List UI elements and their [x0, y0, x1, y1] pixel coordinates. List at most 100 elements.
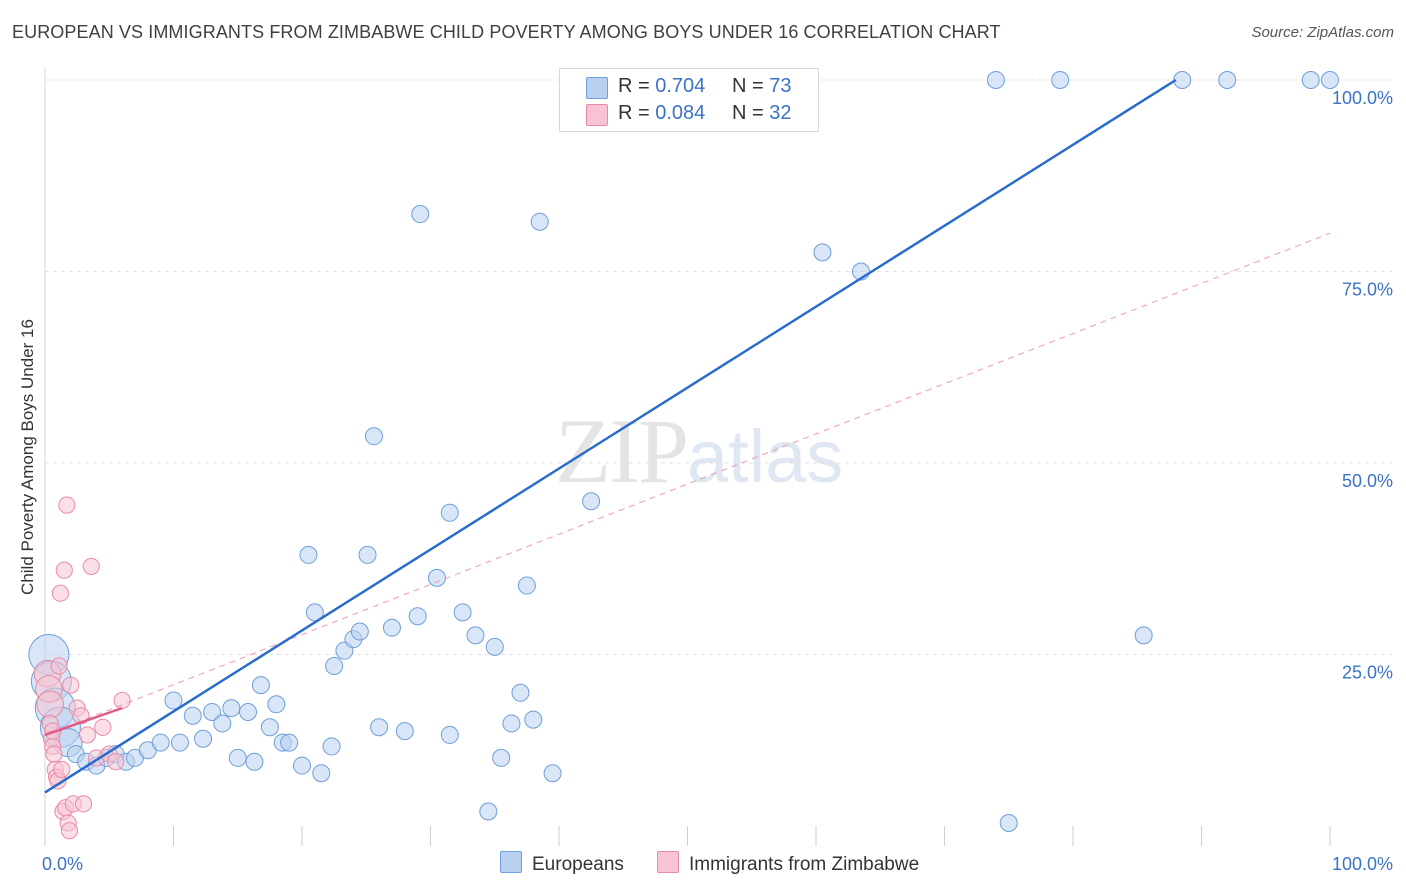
legend-r-label: R = [618, 75, 656, 97]
legend-r-zimbabwe: R = 0.084 [618, 102, 705, 125]
europeans-point [440, 725, 459, 744]
europeans-point [582, 492, 601, 511]
europeans-point [1134, 626, 1153, 645]
zimbabwe-point [58, 496, 76, 514]
europeans-point [183, 706, 202, 725]
europeans-point [466, 626, 485, 645]
europeans-point [511, 683, 530, 702]
bottom-legend-zimbabwe: Immigrants from Zimbabwe [657, 851, 919, 876]
zimbabwe-point [55, 561, 73, 579]
x-tick-label: 100.0% [1332, 854, 1393, 874]
europeans-point [228, 748, 247, 767]
europeans-point [986, 71, 1005, 89]
europeans-point [358, 545, 377, 564]
europeans-point [350, 622, 369, 641]
europeans-point [427, 568, 446, 587]
legend-swatch-europeans [586, 77, 608, 99]
europeans-point [440, 503, 459, 522]
europeans-point [280, 733, 299, 752]
zimbabwe-point [82, 557, 100, 575]
watermark-atlas: atlas [687, 415, 844, 498]
axis-layer [44, 68, 1331, 846]
trend-layer [44, 78, 1331, 794]
legend-n-value: 32 [769, 102, 792, 124]
europeans-point [453, 603, 472, 622]
bottom-legend-label-europeans: Europeans [532, 854, 624, 875]
europeans-point [370, 718, 389, 737]
europeans-point [213, 714, 232, 733]
zimbabwe-point [60, 822, 78, 840]
y-tick-label: 100.0% [1332, 88, 1393, 108]
legend-r-label: R = [618, 102, 656, 124]
legend-r-value: 0.704 [655, 75, 706, 97]
europeans-point [1173, 71, 1192, 89]
zimbabwe-trend-dashed [44, 232, 1331, 736]
europeans-point [408, 607, 427, 626]
europeans-point [1051, 71, 1070, 89]
zimbabwe-point [45, 745, 63, 763]
europeans-point [524, 710, 543, 729]
europeans-point [299, 545, 318, 564]
europeans-point [164, 691, 183, 710]
europeans-point [293, 756, 311, 775]
label-layer: 25.0% 50.0% 75.0% 100.0% 0.0% 100.0% [42, 88, 1393, 874]
zimbabwe-trend-line [44, 706, 123, 737]
y-tick-label: 75.0% [1342, 280, 1393, 300]
bottom-legend-swatch-zimbabwe [657, 851, 679, 873]
watermark: ZIPatlas [555, 398, 843, 504]
legend-r-europeans: R = 0.704 [618, 75, 705, 98]
bottom-legend-europeans: Europeans [500, 851, 624, 876]
y-tick-label: 50.0% [1342, 471, 1393, 491]
y-axis-label: Child Poverty Among Boys Under 16 [18, 319, 37, 595]
europeans-point [485, 637, 504, 656]
europeans-point [411, 205, 430, 224]
zimbabwe-point [94, 718, 112, 736]
zimbabwe-point [78, 726, 96, 744]
zimbabwe-point [74, 795, 93, 813]
europeans-point [395, 722, 414, 741]
europeans-point [260, 718, 279, 737]
zimbabwe-point [62, 676, 80, 694]
europeans-point [203, 702, 222, 721]
chart-title: EUROPEAN VS IMMIGRANTS FROM ZIMBABWE CHI… [12, 22, 1001, 42]
zimbabwe-point [50, 657, 68, 675]
europeans-point [222, 699, 241, 718]
europeans-point [251, 676, 270, 695]
europeans-point [999, 814, 1018, 833]
bottom-legend-swatch-europeans [500, 851, 522, 873]
europeans-point [305, 603, 324, 622]
legend-n-label: N = [732, 102, 770, 124]
europeans-point [492, 748, 511, 767]
legend-n-zimbabwe: N = 32 [732, 102, 792, 125]
europeans-point [530, 212, 549, 231]
zimbabwe-point [51, 584, 69, 602]
europeans-point [517, 576, 536, 595]
legend-r-value: 0.084 [655, 102, 706, 124]
europeans-point [151, 733, 170, 752]
europeans-point [170, 733, 189, 752]
europeans-point [543, 764, 562, 783]
europeans-point [194, 729, 213, 748]
europeans-point [502, 714, 521, 733]
legend-swatch-zimbabwe [586, 104, 608, 126]
bottom-legend-label-zimbabwe: Immigrants from Zimbabwe [689, 854, 920, 875]
europeans-point [245, 752, 264, 771]
zimbabwe-point [107, 753, 125, 771]
europeans-point [322, 737, 341, 756]
europeans-point [1218, 71, 1237, 89]
europeans-point [382, 618, 401, 637]
y-tick-label: 25.0% [1342, 663, 1393, 683]
points-layer [28, 71, 1339, 840]
legend-n-label: N = [732, 75, 770, 97]
europeans-point [364, 427, 383, 446]
europeans-point [813, 243, 832, 262]
legend-n-value: 73 [769, 75, 792, 97]
legend-n-europeans: N = 73 [732, 75, 792, 98]
zimbabwe-point [113, 691, 131, 710]
europeans-point [312, 764, 331, 783]
correlation-legend: R = 0.704 N = 73 R = 0.084 N = 32 [559, 68, 819, 132]
europeans-point [267, 695, 286, 714]
europeans-trend-line [44, 78, 1177, 794]
zimbabwe-point [53, 760, 71, 778]
